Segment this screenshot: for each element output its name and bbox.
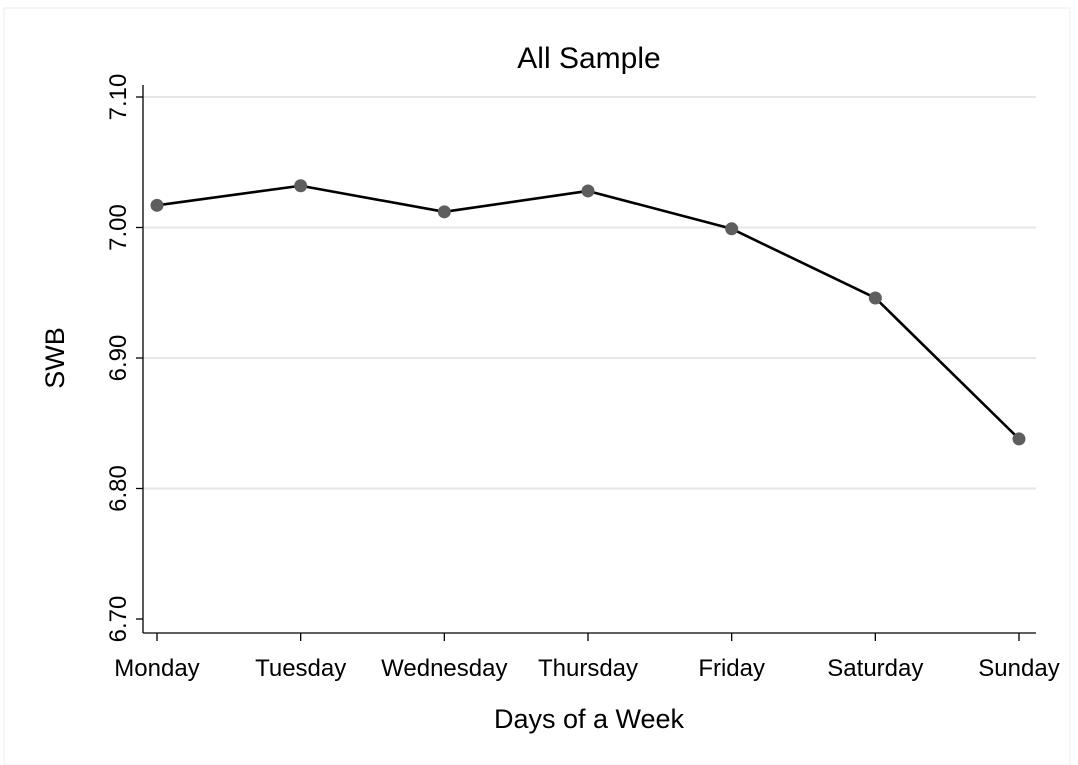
data-point: [294, 179, 308, 193]
data-point: [868, 291, 882, 305]
x-tick-label: Friday: [698, 655, 765, 682]
y-tick-label: 7.00: [105, 204, 132, 251]
y-axis-title: SWB: [40, 327, 70, 389]
chart-title: All Sample: [517, 42, 660, 75]
data-point: [437, 205, 451, 219]
data-point: [150, 198, 164, 212]
x-tick-label: Saturday: [827, 655, 923, 682]
series-line: [156, 184, 1020, 440]
chart-frame: [3, 7, 1071, 765]
y-tick-label: 6.80: [105, 465, 132, 512]
x-tick-label: Monday: [114, 655, 199, 682]
x-tick-label: Thursday: [538, 655, 638, 682]
y-tick-label: 6.70: [105, 596, 132, 643]
data-point: [581, 184, 595, 198]
series-layer: [150, 179, 1026, 446]
y-tick-label: 6.90: [105, 335, 132, 382]
axes-layer: [136, 85, 1036, 641]
x-axis-title: Days of a Week: [494, 704, 685, 734]
y-tick-label: 7.10: [105, 74, 132, 121]
grid-layer: [143, 96, 1036, 490]
x-tick-label: Sunday: [978, 655, 1059, 682]
data-point: [1012, 432, 1026, 446]
labels-layer: 6.70 6.80 6.90 7.00 7.10 Monday Tuesday Wednesd…: [105, 74, 1060, 682]
x-tick-label: Wednesday: [381, 655, 507, 682]
data-point: [725, 222, 739, 236]
x-tick-label: Tuesday: [255, 655, 346, 682]
